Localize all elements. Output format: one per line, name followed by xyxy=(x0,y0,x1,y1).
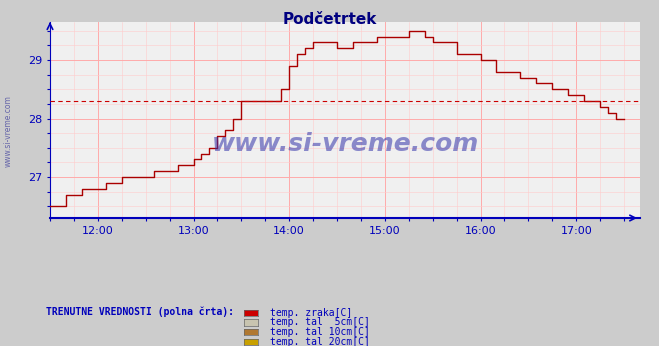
Text: temp. tal 10cm[C]: temp. tal 10cm[C] xyxy=(270,327,370,337)
Text: temp. tal  5cm[C]: temp. tal 5cm[C] xyxy=(270,318,370,327)
Text: temp. tal 20cm[C]: temp. tal 20cm[C] xyxy=(270,337,370,346)
Text: Podčetrtek: Podčetrtek xyxy=(282,12,377,27)
Text: TRENUTNE VREDNOSTI (polna črta):: TRENUTNE VREDNOSTI (polna črta): xyxy=(46,306,234,317)
Text: www.si-vreme.com: www.si-vreme.com xyxy=(3,95,13,167)
Text: temp. zraka[C]: temp. zraka[C] xyxy=(270,308,353,318)
Text: www.si-vreme.com: www.si-vreme.com xyxy=(212,131,478,155)
